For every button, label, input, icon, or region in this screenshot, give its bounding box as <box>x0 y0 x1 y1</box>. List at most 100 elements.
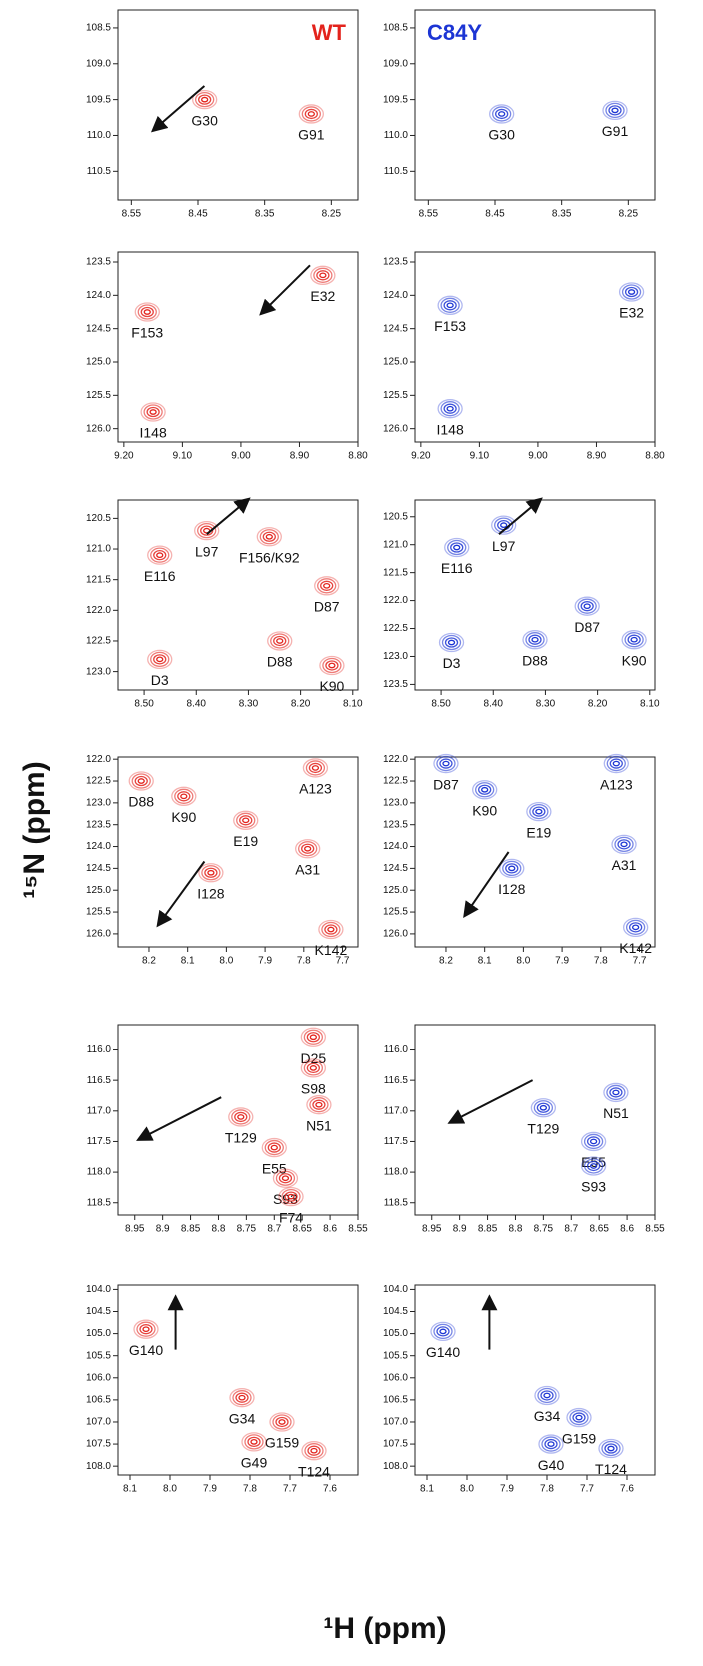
contour <box>617 839 631 850</box>
peak-label: K142 <box>315 942 348 958</box>
y-tick-label: 125.5 <box>86 907 111 918</box>
x-tick-label: 8.7 <box>564 1224 578 1235</box>
peak-label: D88 <box>522 652 548 668</box>
contour <box>547 1441 555 1447</box>
contour <box>475 782 495 798</box>
contour <box>137 304 157 320</box>
x-tick-label: 8.30 <box>239 699 259 710</box>
contour <box>535 808 543 815</box>
shift-arrow <box>259 264 311 316</box>
contour <box>574 596 600 616</box>
contour <box>577 598 597 614</box>
contour <box>608 105 622 116</box>
x-tick-label: 8.80 <box>348 451 368 462</box>
contour <box>492 106 512 122</box>
y-tick-label: 116.5 <box>384 1075 409 1086</box>
peak-label: G34 <box>534 1408 561 1424</box>
peak <box>278 1186 304 1207</box>
peak <box>598 1438 624 1459</box>
y-tick-label: 108.0 <box>86 1461 111 1472</box>
y-tick-label: 108.0 <box>383 1461 408 1472</box>
y-tick-label: 126.0 <box>383 929 408 940</box>
x-tick-label: 8.1 <box>181 956 195 967</box>
x-tick-label: 7.9 <box>258 956 272 967</box>
contour <box>229 1388 255 1408</box>
contour <box>566 1407 592 1428</box>
contour <box>143 309 151 315</box>
y-tick-label: 116.0 <box>87 1044 112 1055</box>
contour <box>204 867 218 878</box>
peak-label: E116 <box>441 560 473 576</box>
x-tick-label: 8.25 <box>322 209 342 220</box>
y-tick-label: 123.5 <box>383 819 408 830</box>
x-tick-label: 8.20 <box>291 699 311 710</box>
peak <box>618 282 645 302</box>
peak <box>198 863 224 883</box>
y-tick-label: 125.5 <box>383 390 408 401</box>
contour <box>583 603 591 610</box>
contour <box>444 637 459 648</box>
y-tick-label: 108.5 <box>383 23 408 34</box>
contour <box>612 1089 620 1096</box>
y-tick-label: 124.0 <box>383 290 408 301</box>
x-tick-label: 7.7 <box>283 1484 297 1495</box>
y-tick-label: 118.0 <box>384 1167 409 1178</box>
y-tick-label: 123.0 <box>86 666 111 677</box>
contour <box>318 919 344 940</box>
peak-label: L97 <box>492 538 516 554</box>
shift-arrow <box>206 497 251 535</box>
contour <box>627 634 641 645</box>
peak <box>611 834 637 855</box>
contour <box>232 1390 252 1406</box>
contour <box>436 1326 450 1337</box>
contour <box>580 1156 607 1176</box>
peak-label: G91 <box>602 123 629 139</box>
contour <box>278 1186 304 1207</box>
contour <box>147 545 173 565</box>
contour <box>305 760 326 776</box>
contour <box>136 1321 156 1337</box>
contour <box>572 1412 586 1423</box>
x-tick-label: 8.85 <box>181 1224 201 1235</box>
contour <box>447 539 467 556</box>
contour <box>304 845 312 852</box>
contour <box>273 635 287 647</box>
contour <box>323 582 331 589</box>
contour <box>197 522 217 539</box>
y-tick-label: 123.5 <box>86 819 111 830</box>
peak-label: D3 <box>443 655 461 671</box>
contour <box>603 1082 629 1103</box>
contour <box>439 1328 447 1335</box>
shift-arrow <box>463 851 510 918</box>
contour <box>602 100 628 121</box>
contour <box>508 865 516 872</box>
peak-label: A31 <box>612 857 637 873</box>
y-tick-label: 124.0 <box>86 841 111 852</box>
peak <box>603 1082 629 1103</box>
contour <box>177 791 191 802</box>
contour <box>540 1390 554 1401</box>
x-tick-label: 8.80 <box>645 451 665 462</box>
x-tick-label: 8.2 <box>439 956 453 967</box>
contour <box>532 806 546 817</box>
peak <box>530 1098 557 1118</box>
contour <box>609 758 623 769</box>
peak-label: E116 <box>144 568 176 584</box>
contour <box>322 657 342 674</box>
peak-label: D88 <box>128 794 154 810</box>
contour <box>131 773 151 789</box>
x-tick-label: 9.20 <box>411 451 431 462</box>
contour <box>307 111 315 117</box>
y-tick-label: 109.0 <box>383 58 408 69</box>
y-tick-label: 124.5 <box>383 323 408 334</box>
contour <box>443 300 457 311</box>
peak-label: T129 <box>225 1130 257 1146</box>
y-tick-label: 126.0 <box>383 423 408 434</box>
contour <box>526 801 552 822</box>
contour <box>265 533 273 540</box>
plot-frame <box>117 499 359 691</box>
peak <box>534 1385 560 1406</box>
contour <box>328 662 336 669</box>
plot-frame <box>117 9 359 201</box>
peak-label: F156/K92 <box>239 549 300 565</box>
